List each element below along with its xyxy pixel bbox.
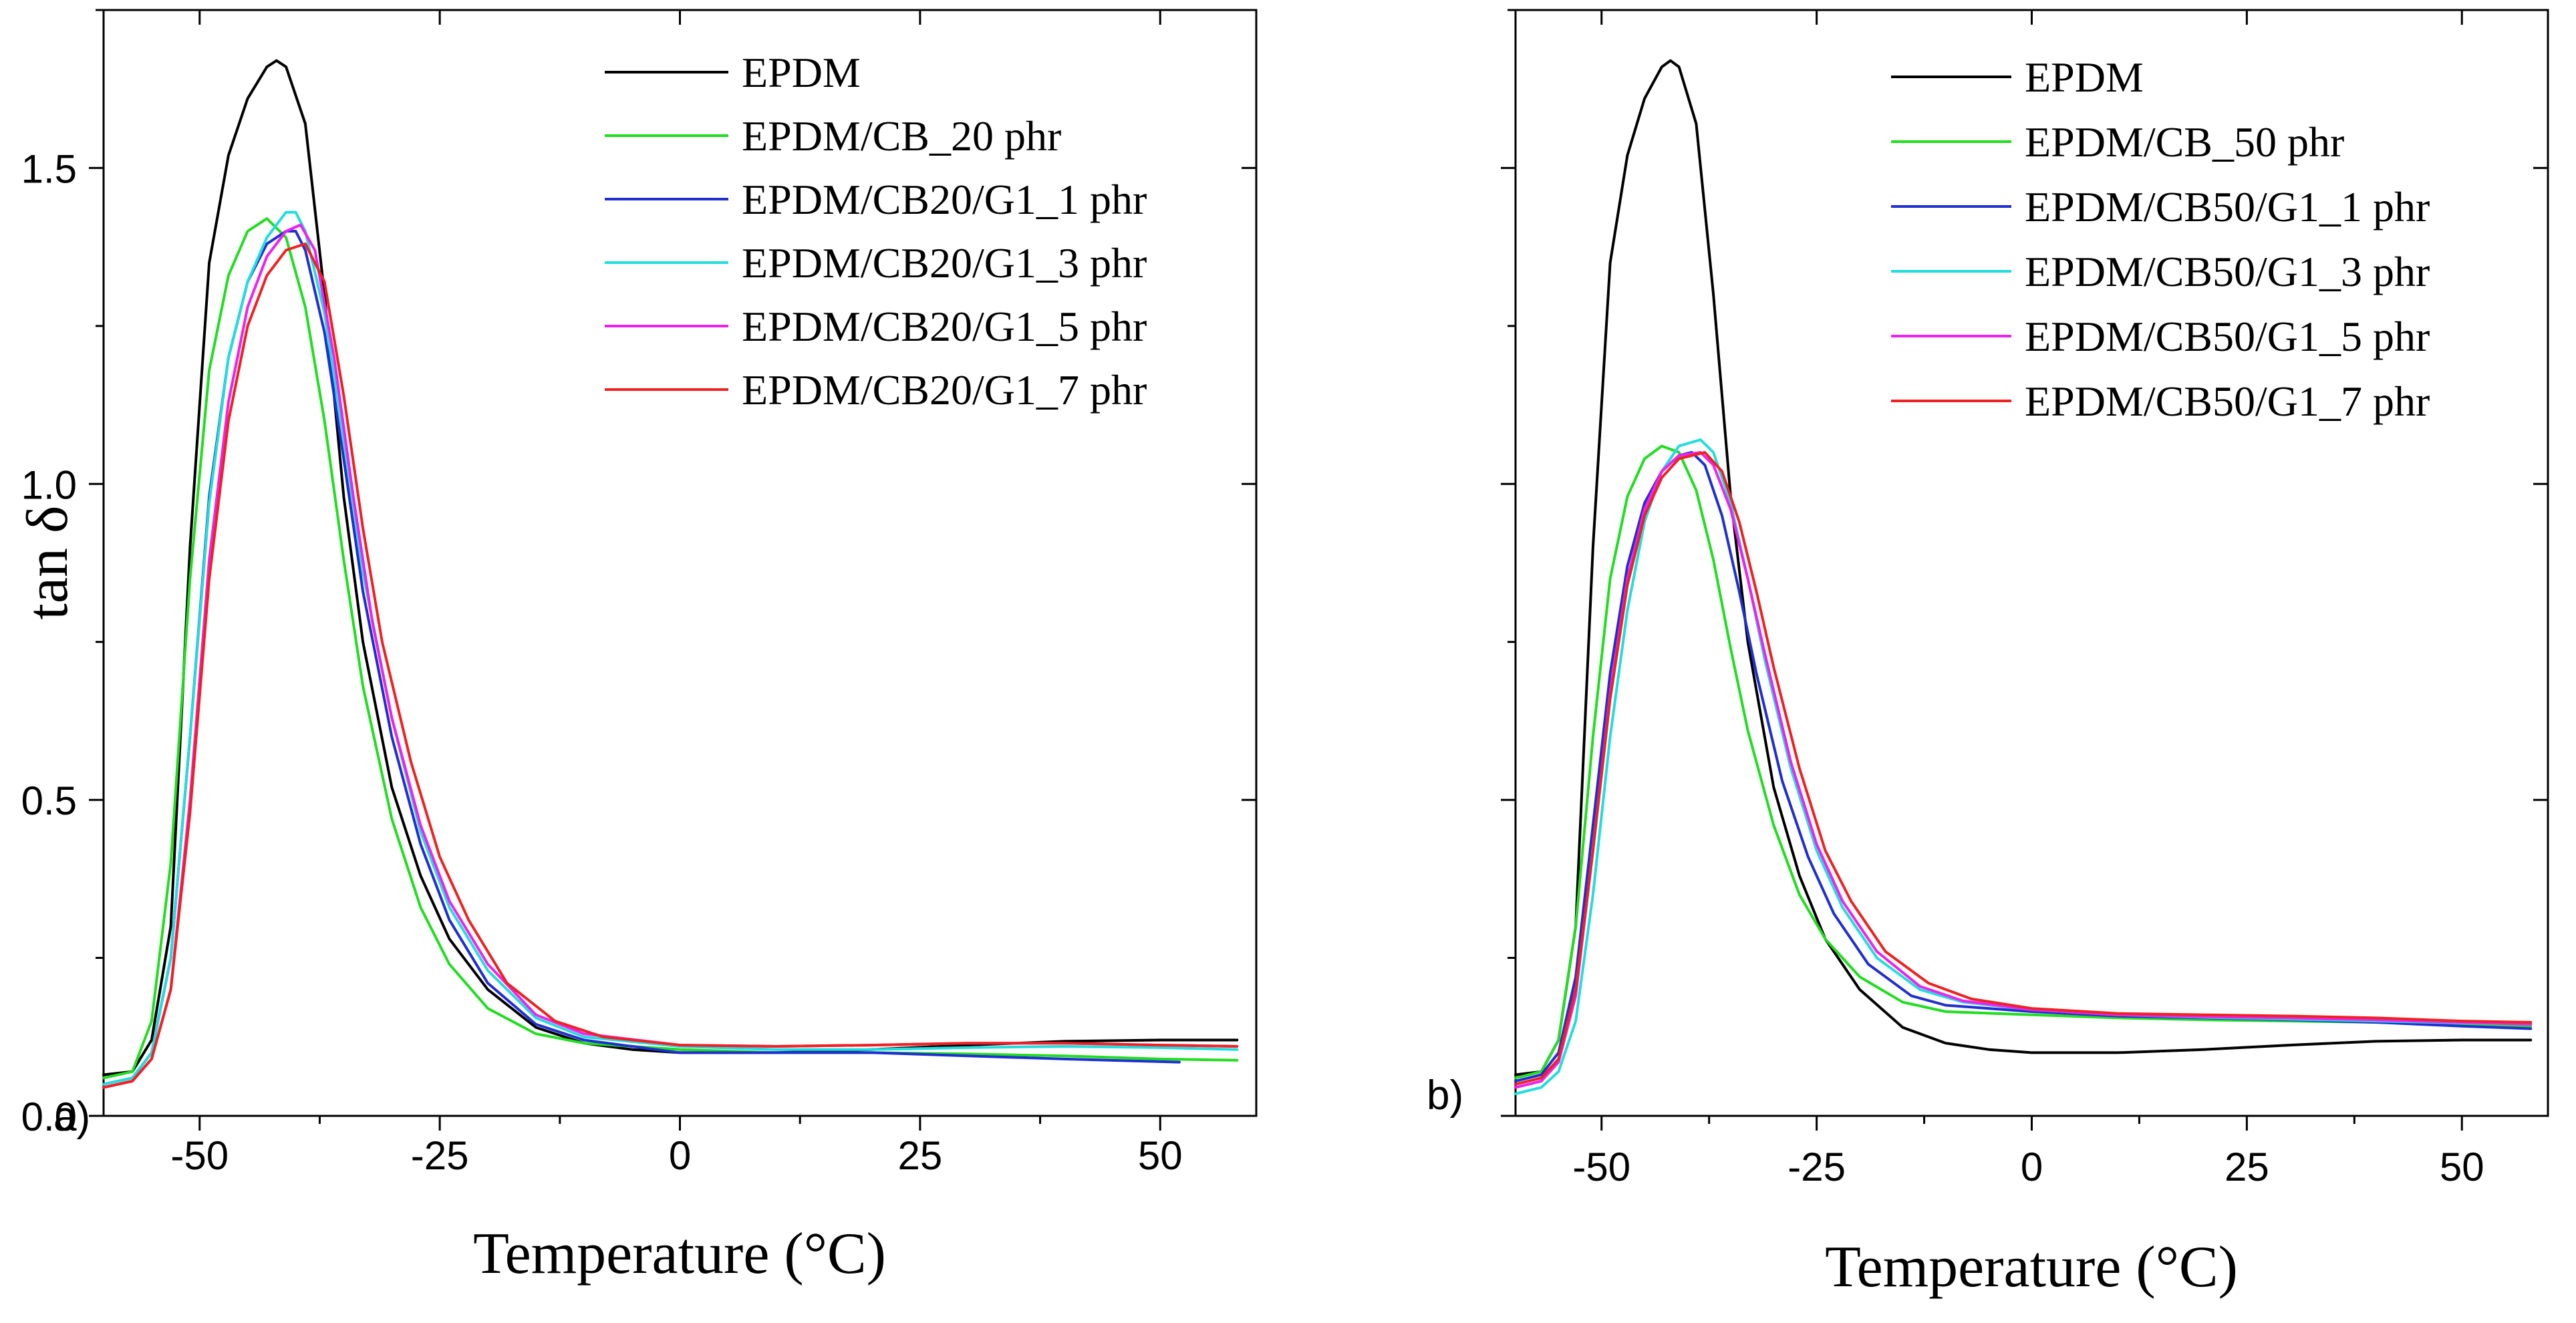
y-tick-label: 0.5 xyxy=(21,778,77,823)
plot-frame-b xyxy=(1514,9,2549,1117)
panel-a: -50 -25 0 25 50 0.0 0.5 1.0 1.5 EPDM EPDM/CB_20 … xyxy=(15,9,1258,1286)
x-tick-label: 0 xyxy=(669,1133,691,1178)
x-tick-labels-a: -50 -25 0 25 50 xyxy=(170,1133,1182,1178)
panel-label-a: a) xyxy=(53,1094,90,1140)
series-line-b-0 xyxy=(1514,59,2533,1076)
tick-marks-a xyxy=(89,9,1256,1131)
x-tick-label: -50 xyxy=(1572,1145,1630,1189)
series-line-b-3 xyxy=(1514,438,2533,1095)
legend-label: EPDM xyxy=(2025,53,2144,101)
legend-label: EPDM/CB_50 phr xyxy=(2025,118,2344,166)
x-tick-label: -50 xyxy=(170,1133,229,1178)
panel-b: -50 -25 0 25 50 EPDM EPDM/CB_50 phr EPDM/CB50/… xyxy=(1427,9,2549,1300)
series-line-b-4 xyxy=(1514,451,2533,1089)
series-line-a-3 xyxy=(102,210,1239,1086)
series-line-b-2 xyxy=(1514,451,2533,1082)
y-axis-title-a: tan δ xyxy=(15,506,80,620)
x-tick-label: 50 xyxy=(2440,1145,2484,1189)
series-group-a xyxy=(102,59,1239,1089)
legend-label: EPDM/CB20/G1_5 phr xyxy=(742,303,1147,350)
y-tick-label: 0.0 xyxy=(21,1094,77,1139)
series-line-b-1 xyxy=(1514,444,2533,1080)
x-tick-labels-b: -50 -25 0 25 50 xyxy=(1572,1145,2484,1189)
series-line-a-4 xyxy=(102,223,1239,1089)
x-tick-label: -25 xyxy=(411,1133,469,1178)
y-tick-labels-a: 0.0 0.5 1.0 1.5 xyxy=(21,146,77,1139)
legend-label: EPDM xyxy=(742,49,861,96)
x-tick-label: 25 xyxy=(898,1133,943,1178)
x-axis-title-b: Temperature (°C) xyxy=(1825,1235,2238,1300)
legend-label: EPDM/CB_20 phr xyxy=(742,112,1061,160)
series-line-b-5 xyxy=(1514,451,2533,1086)
legend-label: EPDM/CB50/G1_3 phr xyxy=(2025,248,2430,295)
x-tick-label: 0 xyxy=(2021,1145,2043,1189)
legend-b: EPDM EPDM/CB_50 phr EPDM/CB50/G1_1 phr EPDM… xyxy=(1891,53,2430,425)
legend-label: EPDM/CB20/G1_1 phr xyxy=(742,176,1147,223)
tick-marks-b xyxy=(1501,9,2548,1131)
legend-label: EPDM/CB50/G1_5 phr xyxy=(2025,313,2430,360)
legend-label: EPDM/CB50/G1_7 phr xyxy=(2025,378,2430,425)
legend-label: EPDM/CB50/G1_1 phr xyxy=(2025,183,2430,231)
series-line-a-2 xyxy=(102,230,1181,1086)
panel-label-b: b) xyxy=(1427,1072,1463,1119)
y-tick-label: 1.5 xyxy=(21,146,77,191)
x-tick-label: 25 xyxy=(2225,1145,2269,1189)
x-axis-title-a: Temperature (°C) xyxy=(473,1221,886,1286)
x-tick-label: 50 xyxy=(1138,1133,1183,1178)
legend-a: EPDM EPDM/CB_20 phr EPDM/CB20/G1_1 phr EPDM… xyxy=(605,49,1147,414)
x-tick-label: -25 xyxy=(1787,1145,1846,1189)
series-line-a-5 xyxy=(102,242,1239,1089)
y-tick-label: 1.0 xyxy=(21,462,77,507)
legend-label: EPDM/CB20/G1_3 phr xyxy=(742,239,1147,287)
legend-label: EPDM/CB20/G1_7 phr xyxy=(742,366,1147,414)
series-group-b xyxy=(1514,59,2533,1095)
